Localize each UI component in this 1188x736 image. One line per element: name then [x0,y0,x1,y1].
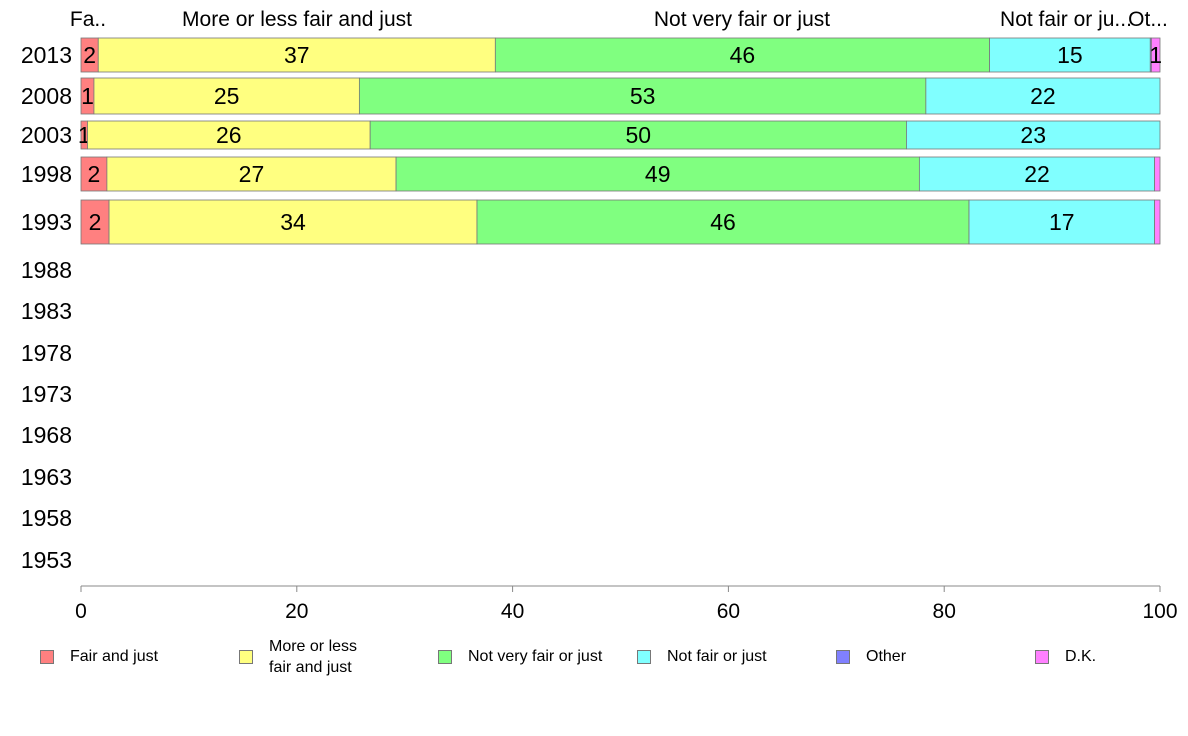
top-label: Not very fair or just [654,8,830,31]
year-label: 1953 [21,547,72,573]
bar-segment [1154,199,1161,245]
bar-segment [925,77,1161,115]
year-label: 1963 [21,464,72,490]
data-label: 34 [280,209,306,235]
legend-swatch [836,649,850,664]
legend-label: More or less fair and just [269,638,358,676]
legend-label: Not very fair or just [468,648,603,665]
year-label: 1998 [21,161,72,187]
legend-swatch [1035,649,1049,664]
data-label: 46 [730,42,756,68]
legend-item: Fair and just [40,646,158,667]
bar-segment [93,77,360,115]
legend-item: Not fair or just [637,646,767,667]
legend: Fair and just More or less fair and just N… [0,636,1188,696]
y-axis-labels: 2013 2008 2003 1998 1993 1988 1983 1978 1973 1968… [21,42,72,573]
bar-segment [80,156,108,192]
year-label: 1988 [21,257,72,283]
bar-segment [476,199,970,245]
data-label: 1 [1149,42,1162,68]
year-label: 1978 [21,340,72,366]
year-label: 1968 [21,422,72,448]
data-label: 50 [626,122,652,148]
x-tick-label: 40 [501,600,524,623]
legend-label: D.K. [1065,648,1097,665]
legend-label: Other [866,648,907,665]
bar-segment [87,120,371,150]
bar-segment [106,156,397,192]
legend-swatch [239,650,253,664]
data-label: 22 [1030,83,1056,109]
bar-segment [369,120,907,150]
bar-segment [358,77,927,115]
data-label: 2 [88,161,101,187]
data-label: 17 [1049,209,1075,235]
legend-swatch [40,649,54,664]
year-label: 1983 [21,298,72,324]
data-label: 2 [83,42,96,68]
x-tick-label: 100 [1142,600,1177,623]
x-tick-label: 60 [717,600,740,623]
year-label: 2013 [21,42,72,68]
year-label: 1993 [21,209,72,235]
data-label: 15 [1057,42,1083,68]
top-label: Fa.. [70,8,106,31]
data-label: 49 [645,161,671,187]
year-label: 1973 [21,381,72,407]
bar-segment [1150,37,1161,73]
x-axis: 0 20 40 60 80 100 [75,585,1178,623]
bar-segment [968,199,1156,245]
bar-segment [989,37,1151,73]
bar-segment [906,120,1161,150]
bar-segment [1154,156,1161,192]
legend-label: Fair and just [70,648,159,665]
year-label: 2008 [21,83,72,109]
legend-item: More or less fair and just [239,636,357,678]
legend-label: Not fair or just [667,648,767,665]
data-label: 37 [284,42,310,68]
data-label: 22 [1024,161,1050,187]
bar-segment [395,156,920,192]
legend-swatch [438,649,452,664]
data-label: 2 [89,209,102,235]
data-label: 1 [81,83,94,109]
top-label: Ot... [1128,8,1168,31]
bar-area: 2 37 46 15 11 25 53 221 26 50 232 27 49 222 34 46 17 [78,37,1162,245]
data-label: 25 [214,83,240,109]
bar-segment [97,37,496,73]
year-label: 1958 [21,505,72,531]
x-tick-label: 0 [75,600,87,623]
data-label: 23 [1020,122,1046,148]
legend-item: Other [836,646,906,667]
top-label: More or less fair and just [182,8,412,31]
legend-item: Not very fair or just [438,646,602,667]
data-label: 26 [216,122,242,148]
x-tick-label: 80 [933,600,956,623]
top-label: Not fair or ju... [1000,8,1132,31]
data-label: 53 [630,83,656,109]
data-label: 46 [710,209,736,235]
x-tick-label: 20 [285,600,308,623]
data-label: 27 [239,161,265,187]
legend-swatch [637,649,651,664]
year-label: 2003 [21,122,72,148]
top-category-labels: Fa.. More or less fair and just Not very f… [70,8,1168,31]
legend-item: D.K. [1035,646,1096,667]
bar-segment [494,37,990,73]
